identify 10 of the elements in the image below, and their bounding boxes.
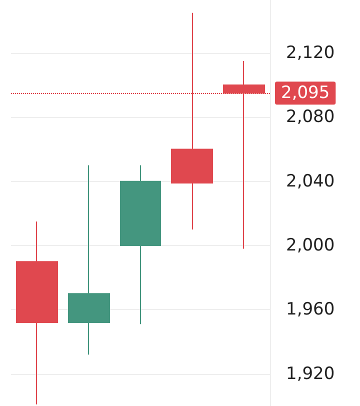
- y-tick-label: 2,000: [286, 236, 335, 256]
- y-tick-label: 1,960: [286, 300, 335, 320]
- y-tick-label: 2,040: [286, 171, 335, 192]
- y-tick-label: 1,920: [286, 364, 335, 384]
- y-tick-label: 2,080: [286, 107, 335, 128]
- ref-line-label: 2,095: [281, 83, 330, 104]
- y-tick-label: 2,120: [286, 42, 335, 63]
- candlestick: [16, 220, 58, 405]
- candlestick: [120, 164, 161, 325]
- candlestick: [68, 164, 110, 356]
